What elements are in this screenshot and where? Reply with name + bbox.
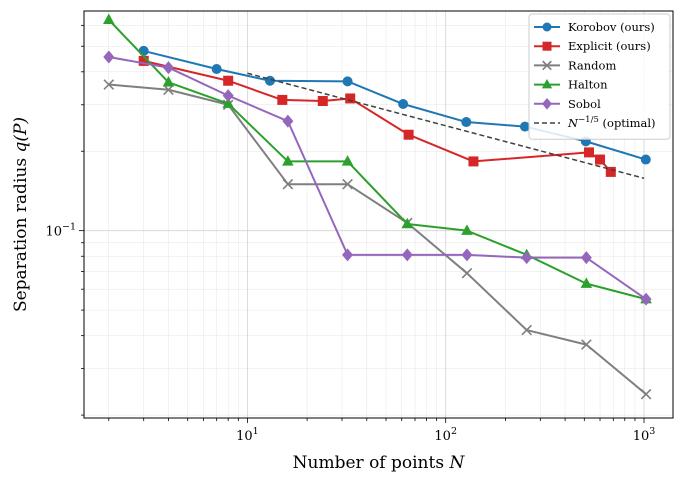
data-point: [282, 178, 294, 190]
legend-label: Halton: [568, 78, 608, 92]
data-point: [605, 166, 616, 177]
data-point: [468, 156, 479, 167]
data-point: [342, 178, 353, 190]
series-line: [108, 83, 647, 395]
x-tick-label: 103: [633, 426, 656, 444]
legend-label: Explicit (ours): [568, 39, 651, 53]
x-axis-title: Number of points N: [293, 453, 466, 473]
legend-label: Sobol: [568, 97, 601, 111]
data-point: [222, 89, 234, 103]
data-point: [103, 50, 115, 64]
legend-marker: [542, 60, 552, 71]
legend-label: Korobov (ours): [568, 20, 655, 34]
data-point: [342, 76, 353, 87]
x-tick-label: 101: [236, 426, 259, 444]
plot-frame: [83, 10, 674, 419]
data-point: [163, 84, 174, 96]
series-line: [108, 19, 647, 301]
legend-box: [528, 13, 671, 140]
legend-item-korobov-ours: Korobov (ours): [534, 20, 655, 34]
legend-marker: [541, 78, 553, 89]
legend-marker: [542, 41, 552, 51]
data-point: [640, 388, 652, 400]
data-point: [162, 61, 174, 75]
data-point: [138, 45, 149, 56]
data-point: [521, 251, 533, 265]
series-halton: [103, 13, 652, 304]
legend-label: N−1/5 (optimal): [567, 115, 656, 130]
data-point: [103, 79, 115, 90]
legend-item-sobol: Sobol: [534, 97, 601, 111]
legend-marker: [542, 22, 552, 32]
data-point: [342, 248, 354, 262]
data-point: [401, 248, 413, 262]
data-point: [345, 93, 356, 104]
data-point: [595, 154, 606, 165]
data-point: [317, 96, 328, 107]
plot-area: [103, 13, 652, 400]
data-point: [403, 129, 414, 140]
data-point: [401, 217, 414, 229]
data-point: [222, 97, 234, 108]
data-point: [584, 147, 595, 158]
data-point: [138, 55, 149, 66]
series-line: [143, 59, 612, 173]
data-point: [282, 155, 294, 166]
data-point: [640, 154, 651, 165]
data-point: [398, 99, 409, 110]
data-point: [282, 114, 294, 128]
data-point: [581, 339, 592, 350]
series-sobol: [103, 50, 652, 306]
legend-marker: [542, 97, 552, 110]
data-point: [341, 155, 354, 166]
data-point: [580, 277, 593, 288]
legend: Korobov (ours) Explicit (ours) Random Halto…: [528, 13, 671, 140]
legend-item-explicit-ours: Explicit (ours): [534, 39, 651, 53]
data-point: [223, 75, 234, 86]
data-point: [519, 121, 530, 132]
legend-item-halton: Halton: [534, 78, 608, 92]
data-point: [521, 324, 532, 336]
legend-item-random: Random: [534, 58, 616, 72]
data-point: [162, 76, 175, 87]
x-tick-label: 102: [434, 426, 457, 444]
y-axis-title: Separation radius q(P): [11, 117, 31, 312]
data-point: [277, 94, 288, 105]
legend-label: Random: [568, 58, 616, 72]
series-n-1-5-optimal: [247, 72, 645, 179]
y-tick-label: 10−1: [45, 222, 76, 240]
data-point: [103, 13, 115, 25]
data-point: [640, 292, 652, 306]
series-line: [247, 72, 645, 179]
data-point: [461, 117, 472, 128]
data-point: [461, 267, 473, 279]
axes: 101 102 103 10−1: [45, 24, 656, 444]
series-line: [108, 56, 647, 300]
data-point: [461, 224, 473, 235]
legend-item-n-1-5-optimal: N−1/5 (optimal): [534, 115, 656, 130]
series-explicit-ours: [138, 55, 616, 177]
data-point: [211, 63, 222, 74]
data-point: [461, 248, 473, 262]
data-point: [580, 251, 592, 265]
